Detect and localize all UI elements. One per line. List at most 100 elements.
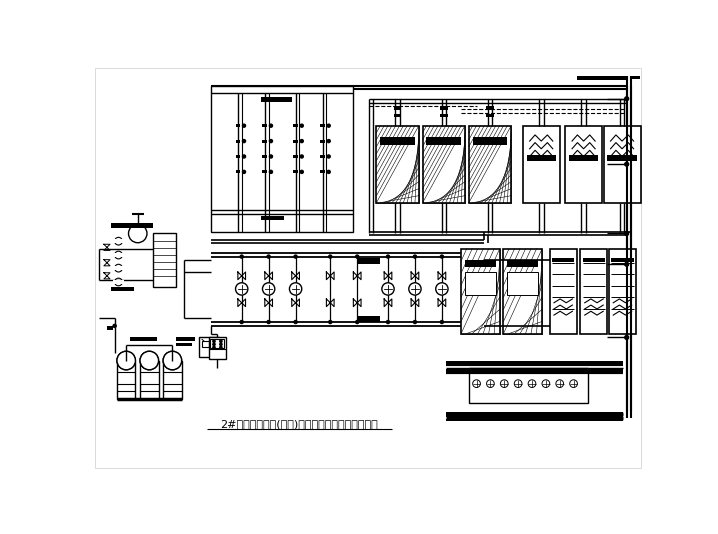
Circle shape — [355, 255, 359, 258]
Bar — [461, 249, 500, 334]
Circle shape — [213, 346, 215, 349]
Circle shape — [117, 351, 136, 370]
Circle shape — [115, 251, 122, 259]
Circle shape — [542, 380, 550, 388]
Bar — [236, 155, 240, 158]
Bar — [446, 412, 623, 417]
Bar — [293, 155, 298, 158]
Bar — [210, 339, 224, 348]
Circle shape — [236, 283, 248, 295]
Bar — [607, 155, 637, 161]
Circle shape — [269, 170, 273, 174]
Bar — [261, 216, 284, 219]
Circle shape — [140, 351, 159, 370]
Circle shape — [414, 255, 416, 258]
Bar — [423, 125, 465, 203]
Bar — [107, 326, 113, 329]
Circle shape — [289, 283, 302, 295]
Bar — [508, 272, 538, 295]
Bar — [261, 97, 292, 102]
Circle shape — [625, 97, 629, 100]
Circle shape — [327, 155, 330, 158]
Circle shape — [472, 380, 480, 388]
Bar — [293, 139, 298, 143]
Bar — [263, 155, 267, 158]
Bar — [508, 261, 538, 266]
Circle shape — [386, 320, 390, 324]
Circle shape — [163, 351, 182, 370]
Circle shape — [240, 255, 243, 258]
Bar — [236, 124, 240, 127]
Bar — [113, 239, 124, 244]
Circle shape — [500, 380, 508, 388]
Circle shape — [329, 255, 332, 258]
Circle shape — [269, 124, 273, 127]
Circle shape — [220, 346, 222, 349]
Circle shape — [243, 170, 246, 174]
Circle shape — [129, 224, 147, 243]
Circle shape — [569, 380, 577, 388]
Circle shape — [414, 320, 416, 324]
Circle shape — [267, 255, 270, 258]
Bar — [565, 125, 602, 203]
Circle shape — [487, 380, 494, 388]
Bar — [486, 106, 494, 109]
Bar — [130, 337, 157, 341]
Bar — [163, 360, 182, 399]
Bar — [111, 223, 153, 228]
Circle shape — [300, 124, 303, 127]
Circle shape — [115, 278, 122, 286]
Bar — [320, 124, 325, 127]
Circle shape — [220, 343, 222, 345]
Bar — [469, 125, 511, 203]
Circle shape — [220, 340, 222, 342]
Bar — [446, 369, 623, 371]
Bar — [107, 226, 184, 318]
Circle shape — [556, 380, 564, 388]
Circle shape — [117, 351, 136, 370]
Bar — [469, 368, 588, 403]
Bar — [211, 85, 353, 232]
Circle shape — [269, 139, 273, 143]
Circle shape — [329, 320, 332, 324]
Bar — [550, 249, 577, 334]
Circle shape — [113, 324, 116, 327]
Circle shape — [436, 283, 448, 295]
Text: 2#制冷换热机房(公建)空调冷热水制备系统原理图: 2#制冷换热机房(公建)空调冷热水制备系统原理图 — [220, 419, 378, 429]
Bar — [426, 137, 461, 145]
Bar — [580, 249, 607, 334]
Bar — [111, 287, 134, 291]
Bar — [577, 76, 627, 80]
Bar — [465, 261, 496, 266]
Bar — [609, 249, 636, 334]
Bar — [526, 155, 556, 161]
Circle shape — [213, 340, 215, 342]
Bar — [446, 360, 623, 366]
Bar — [446, 419, 623, 421]
Circle shape — [269, 155, 273, 158]
Bar — [357, 258, 381, 264]
Circle shape — [213, 343, 215, 345]
Circle shape — [440, 320, 444, 324]
Bar — [176, 337, 195, 341]
Circle shape — [294, 320, 297, 324]
Bar — [393, 106, 401, 109]
Bar — [117, 360, 136, 399]
Bar — [236, 139, 240, 143]
Bar — [211, 245, 484, 334]
Bar — [209, 337, 225, 359]
Bar — [263, 139, 267, 143]
Bar — [552, 258, 574, 262]
Bar — [604, 125, 640, 203]
Circle shape — [386, 255, 390, 258]
Circle shape — [243, 124, 246, 127]
Circle shape — [440, 255, 444, 258]
Circle shape — [625, 262, 629, 266]
Circle shape — [355, 320, 359, 324]
Bar — [583, 258, 605, 262]
Circle shape — [528, 380, 536, 388]
Circle shape — [240, 320, 243, 324]
Circle shape — [409, 283, 421, 295]
Circle shape — [294, 255, 297, 258]
Bar — [113, 280, 124, 284]
